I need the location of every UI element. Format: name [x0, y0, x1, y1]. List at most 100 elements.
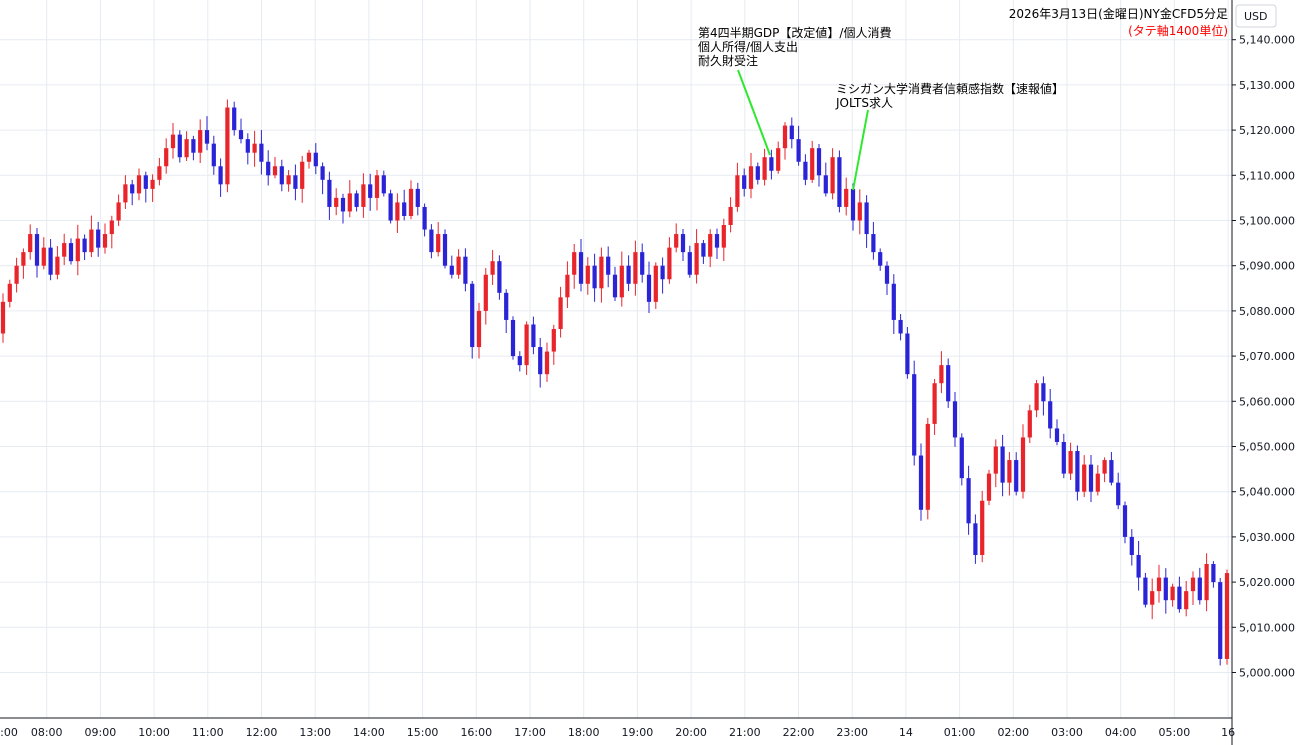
- candle-body: [272, 166, 278, 176]
- time-tick-label: 22:00: [783, 726, 815, 739]
- time-tick-label: 16: [1221, 726, 1235, 739]
- candle-body: [701, 243, 706, 257]
- candle-body: [980, 500, 985, 555]
- candle-body: [422, 206, 427, 230]
- annotation-gdp: 第4四半期GDP【改定値】/個人消費 個人所得/個人支出 耐久財受注: [698, 25, 891, 156]
- time-tick-label: 04:00: [1105, 726, 1137, 739]
- candle-body: [28, 234, 33, 253]
- time-tick-label: 10:00: [138, 726, 170, 739]
- candle-body: [660, 265, 665, 280]
- time-tick-label: 12:00: [246, 726, 278, 739]
- candle-body: [429, 229, 434, 253]
- price-tick-label: 5,040.000: [1239, 486, 1295, 499]
- candle-body: [279, 166, 284, 185]
- candle-body: [952, 401, 958, 438]
- price-axis[interactable]: 5,000.000 5,010.000 5,020.000 5,030.000 5,04…: [1232, 34, 1295, 680]
- time-tick-label: 14: [899, 726, 913, 739]
- candle-body: [48, 247, 53, 275]
- candle-body: [844, 188, 849, 207]
- candle-body: [164, 148, 169, 167]
- candle-body: [680, 234, 686, 253]
- annotation-gdp-leader: [737, 69, 771, 156]
- annotation-gdp-line3: 耐久財受注: [698, 53, 758, 68]
- time-tick-label: :00: [0, 726, 18, 739]
- candle-body: [177, 134, 182, 158]
- candle-body: [238, 130, 244, 140]
- candle-body: [585, 265, 590, 284]
- price-tick-label: 5,000.000: [1239, 667, 1295, 680]
- candle-body: [755, 166, 760, 180]
- candle-body: [871, 234, 876, 253]
- candle-body: [687, 252, 692, 275]
- candle-body: [381, 175, 386, 194]
- candle-body: [837, 157, 842, 207]
- price-tick-label: 5,140.000: [1239, 34, 1295, 47]
- time-tick-label: 17:00: [514, 726, 546, 739]
- candle-body: [810, 148, 815, 180]
- candle-body: [850, 188, 856, 221]
- time-tick-label: 18:00: [568, 726, 600, 739]
- candle-body: [667, 247, 672, 280]
- price-tick-label: 5,130.000: [1239, 79, 1295, 92]
- currency-label: USD: [1244, 10, 1268, 23]
- candle-body: [599, 256, 604, 289]
- candle-body: [361, 184, 366, 207]
- candle-body: [211, 143, 216, 167]
- time-tick-label: 19:00: [622, 726, 654, 739]
- annotation-gdp-line1: 第4四半期GDP【改定値】/個人消費: [698, 25, 891, 40]
- candle-body: [1116, 482, 1121, 506]
- candle-body: [55, 256, 60, 275]
- candle-body: [1000, 446, 1005, 483]
- candle-body: [150, 179, 155, 189]
- candle-body: [1095, 473, 1100, 492]
- time-tick-label: 05:00: [1159, 726, 1191, 739]
- time-axis[interactable]: :00 08:00 09:00 10:00 11:00 12:00 13:00 14:00 15…: [0, 726, 1235, 739]
- candle-body: [592, 265, 597, 289]
- candle-body: [524, 324, 529, 366]
- currency-button[interactable]: USD: [1235, 4, 1277, 28]
- candle-body: [327, 179, 332, 207]
- chart-title: 2026年3月13日(金曜日)NY金CFD5分足: [1009, 6, 1228, 21]
- time-tick-label: 15:00: [407, 726, 439, 739]
- candle-body: [198, 130, 203, 153]
- candle-body: [640, 252, 645, 275]
- candle-body: [82, 238, 87, 253]
- price-tick-label: 5,010.000: [1239, 621, 1295, 634]
- candle-body: [986, 473, 992, 501]
- candle-body: [796, 139, 801, 162]
- candle-body: [1068, 451, 1073, 474]
- annotation-michigan: ミシガン大学消費者信頼感指数【速報値】 JOLTS求人: [835, 81, 1064, 191]
- candle-body: [782, 125, 788, 149]
- candle-body: [402, 202, 407, 216]
- candle-body: [184, 139, 189, 158]
- candle-body: [1143, 577, 1148, 605]
- candles: [0, 99, 1230, 666]
- price-tick-label: 5,060.000: [1239, 395, 1295, 408]
- candle-body: [449, 265, 454, 275]
- candle-body: [374, 175, 380, 198]
- time-tick-label: 21:00: [729, 726, 761, 739]
- candle-body: [1122, 505, 1128, 537]
- candle-body: [1163, 577, 1168, 601]
- candle-body: [1190, 577, 1196, 592]
- candle-body: [252, 143, 257, 153]
- candle-body: [1041, 383, 1046, 402]
- price-tick-label: 5,110.000: [1239, 169, 1295, 182]
- price-tick-label: 5,070.000: [1239, 350, 1295, 363]
- candle-body: [946, 365, 951, 402]
- candle-body: [157, 166, 162, 180]
- price-tick-label: 5,120.000: [1239, 124, 1295, 137]
- candle-body: [762, 157, 767, 180]
- candle-body: [286, 175, 291, 185]
- candle-body: [1034, 383, 1039, 411]
- candle-body: [259, 143, 264, 162]
- candle-body: [504, 292, 509, 320]
- candle-body: [898, 319, 903, 334]
- candle-body: [225, 107, 230, 185]
- candle-body: [306, 152, 312, 162]
- time-tick-label: 13:00: [299, 726, 331, 739]
- candle-body: [463, 256, 468, 284]
- candle-body: [633, 252, 638, 284]
- time-tick-label: 03:00: [1051, 726, 1083, 739]
- candle-body: [75, 238, 80, 262]
